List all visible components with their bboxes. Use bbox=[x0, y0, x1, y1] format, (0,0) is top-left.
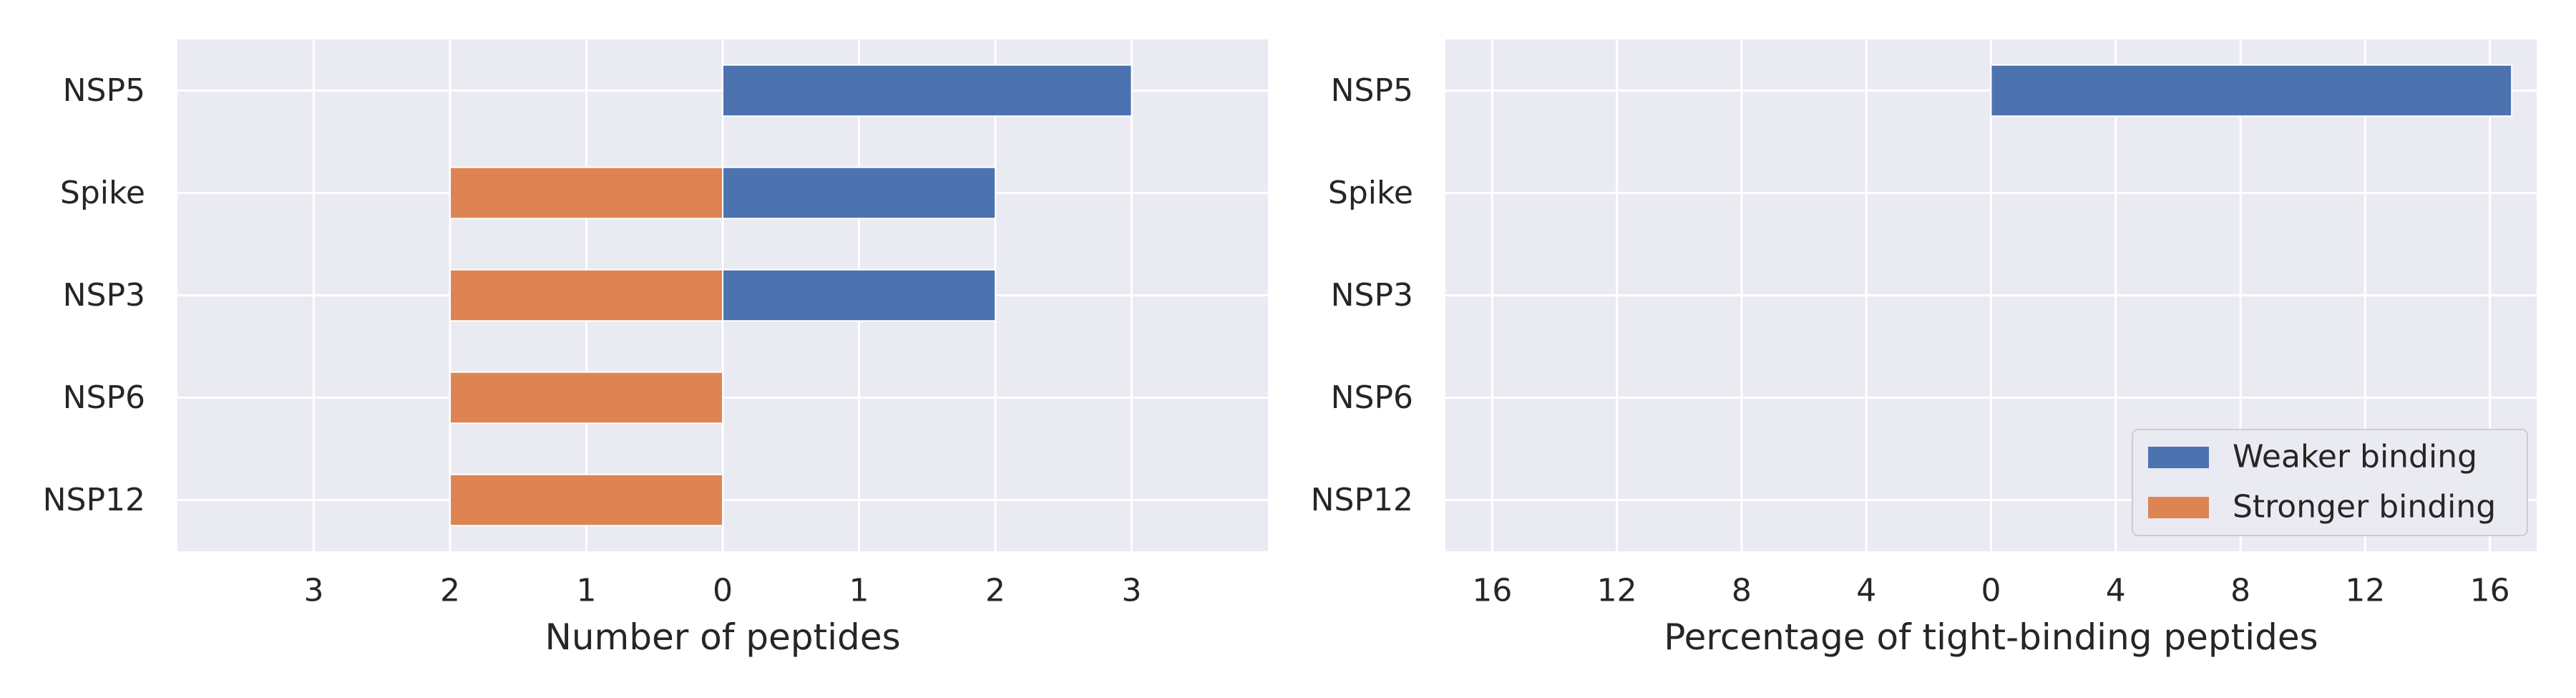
x-tick-label: 8 bbox=[2230, 573, 2250, 609]
bar-stronger-nsp3 bbox=[449, 268, 723, 322]
legend: Weaker binding Stronger binding bbox=[2132, 429, 2528, 536]
y-tick-label: NSP5 bbox=[1331, 72, 1413, 109]
x-tick-label: 4 bbox=[2106, 573, 2126, 609]
x-tick-label: 2 bbox=[440, 573, 460, 609]
x-tick-label: 16 bbox=[1472, 573, 1512, 609]
bar-stronger-spike bbox=[449, 166, 723, 220]
y-tick-label: NSP12 bbox=[43, 482, 145, 518]
x-tick-label: 1 bbox=[849, 573, 869, 609]
legend-swatch bbox=[2148, 497, 2209, 518]
y-tick-label: NSP6 bbox=[1331, 379, 1413, 416]
legend-swatch bbox=[2148, 447, 2209, 468]
bar-weaker-nsp5 bbox=[1990, 64, 2513, 117]
y-tick-label: Spike bbox=[60, 175, 145, 211]
y-tick-label: NSP5 bbox=[63, 72, 145, 109]
bar-stronger-nsp6 bbox=[449, 371, 723, 425]
x-axis-label: Percentage of tight-binding peptides bbox=[1664, 616, 2318, 658]
bar-weaker-nsp3 bbox=[722, 268, 996, 322]
y-tick-label: NSP3 bbox=[63, 277, 145, 314]
legend-entry: Stronger binding bbox=[2233, 489, 2496, 525]
x-tick-label: 0 bbox=[713, 573, 733, 609]
x-tick-label: 4 bbox=[1856, 573, 1876, 609]
legend-entry: Weaker binding bbox=[2233, 439, 2477, 475]
x-axis-label: Number of peptides bbox=[545, 616, 900, 658]
x-tick-label: 8 bbox=[1732, 573, 1752, 609]
y-tick-label: Spike bbox=[1328, 175, 1413, 211]
x-tick-label: 12 bbox=[1597, 573, 1637, 609]
bar-weaker-spike bbox=[722, 166, 996, 220]
bar-weaker-nsp5 bbox=[722, 64, 1133, 117]
chart-panel-2: NSP5 Spike NSP3 NSP6 NSP12 16 12 8 4 0 4 8 12 16 Perce… bbox=[1311, 39, 2537, 658]
bar-stronger-nsp12 bbox=[449, 473, 723, 527]
y-tick-label: NSP6 bbox=[63, 379, 145, 416]
x-tick-label: 16 bbox=[2470, 573, 2510, 609]
x-tick-label: 3 bbox=[1122, 573, 1142, 609]
chart-panel-1: NSP5 Spike NSP3 NSP6 NSP12 3 2 1 0 1 2 3 Number of p… bbox=[43, 39, 1268, 658]
x-tick-label: 12 bbox=[2345, 573, 2385, 609]
x-tick-label: 2 bbox=[985, 573, 1005, 609]
x-tick-label: 0 bbox=[1981, 573, 2001, 609]
x-tick-label: 3 bbox=[304, 573, 324, 609]
legend-frame bbox=[2132, 429, 2528, 536]
y-tick-label: NSP3 bbox=[1331, 277, 1413, 314]
x-tick-label: 1 bbox=[577, 573, 597, 609]
y-tick-label: NSP12 bbox=[1311, 482, 1413, 518]
